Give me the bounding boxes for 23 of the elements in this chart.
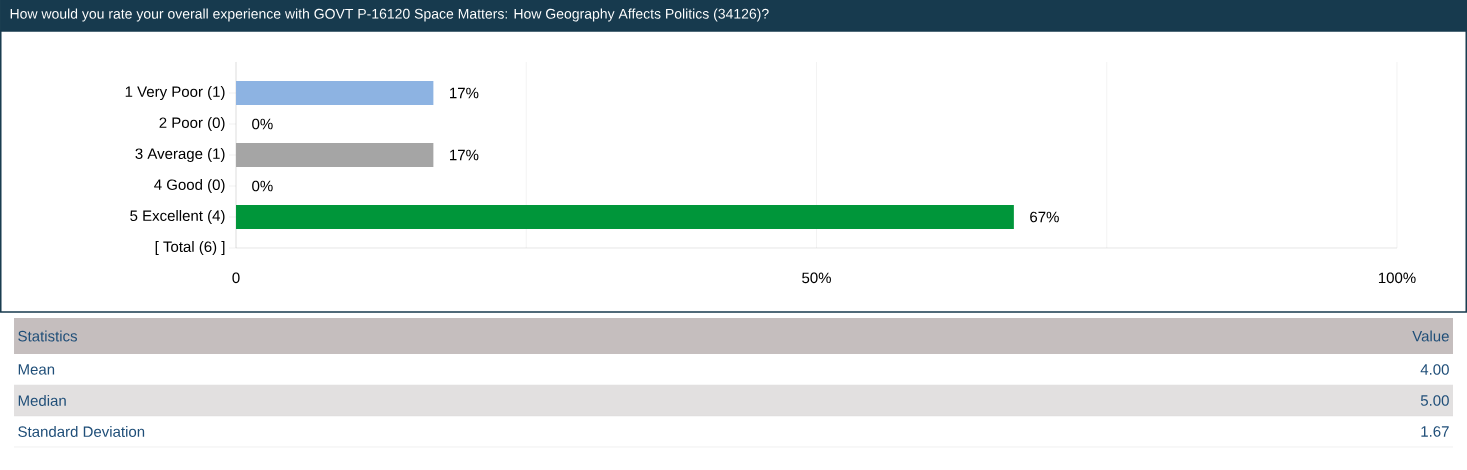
text: 1.67 [1421,426,1449,437]
y-tick-label: 2 Poor (0) [159,117,225,131]
text: 5.00 [1420,395,1449,406]
y-tick-label: [ Total (6) ] [155,241,225,255]
category-label: Standard Deviation [18,425,145,437]
text: 4.00 [1420,364,1449,375]
y-tick-label: 1 Very Poor (1) [125,86,225,100]
x-tick-label: 50% [802,272,831,284]
category-label: Median [18,394,66,406]
category-label: Mean [18,364,55,375]
y-tick-label: 3 Average (1) [135,148,225,162]
text: Statistics [18,330,78,342]
chart-title: How would you rate your overall experience with GOVT P-16120 Space Matters: How Geography Affects Politics (34126)? [10,8,769,22]
data-label: 0% [252,118,273,130]
data-label: 0% [252,180,273,192]
x-tick-label: 100% [1378,272,1416,284]
y-tick-label: 5 Excellent (4) [130,210,225,224]
text: Value [1412,330,1449,342]
x-tick-label: 0 [232,272,240,284]
data-label: 67% [1030,211,1059,223]
data-label: 17% [450,87,479,99]
y-tick-label: 4 Good (0) [154,179,225,193]
data-label: 17% [450,149,479,161]
